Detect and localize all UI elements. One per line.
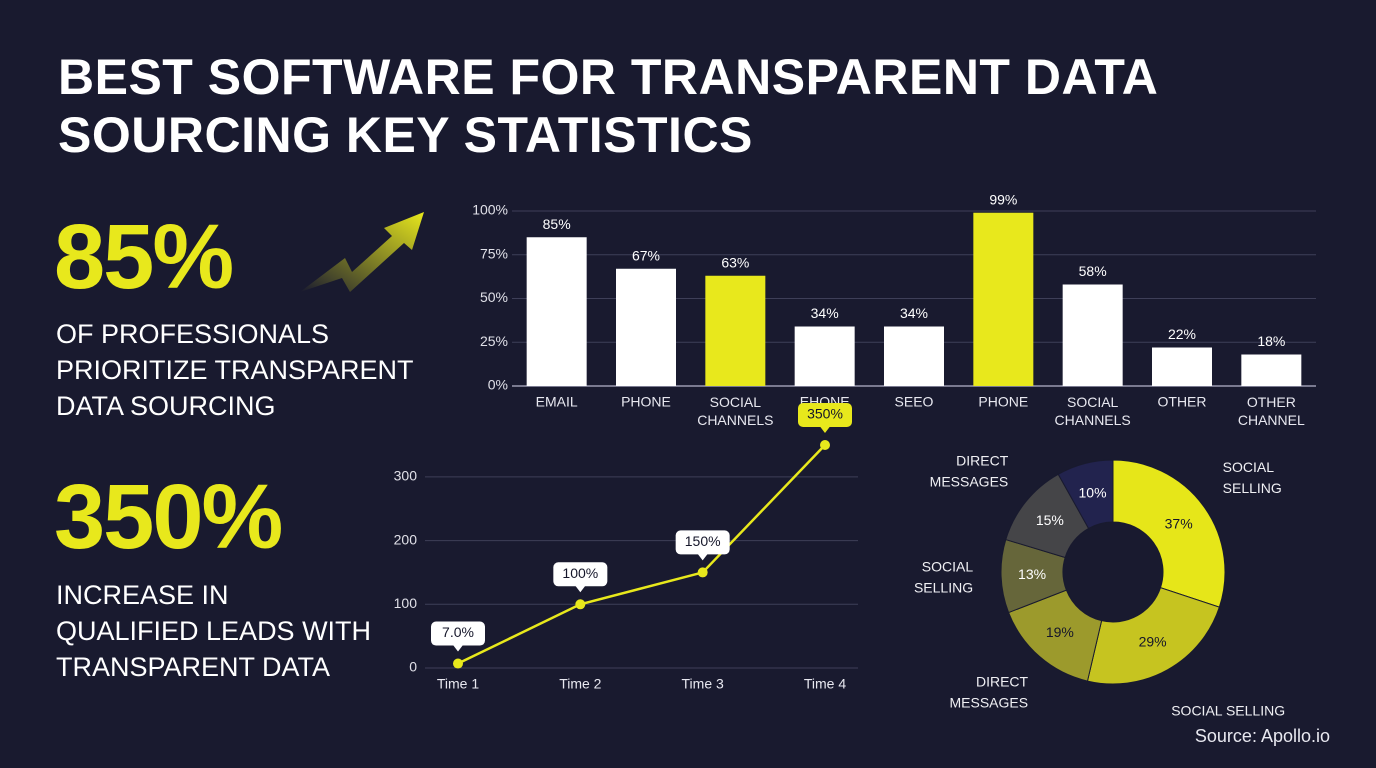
data-label: 67%: [632, 247, 660, 263]
callout-tip: [697, 553, 708, 561]
category-label: SOCIAL SELLING: [1223, 458, 1282, 495]
page-title: BEST SOFTWARE FOR TRANSPARENT DATA SOURC…: [58, 49, 1159, 163]
bar: [616, 268, 676, 386]
data-label: 13%: [1018, 566, 1046, 582]
data-label: 34%: [900, 305, 928, 321]
callout-box: [798, 403, 852, 427]
x-tick-label: EMAIL: [536, 394, 578, 410]
data-label: 85%: [543, 216, 571, 232]
line-point: [820, 440, 830, 450]
donut-segment: [1112, 459, 1226, 608]
callout: 100%: [553, 562, 608, 593]
data-label: 18%: [1257, 333, 1285, 349]
donut-segment: [1057, 459, 1114, 530]
callout-box: [675, 530, 730, 555]
y-tick-label: 75%: [480, 245, 508, 261]
data-label: 99%: [989, 191, 1017, 207]
x-tick-label: Time 1: [437, 676, 479, 692]
callout: 350%: [798, 403, 852, 433]
y-tick-label: 100: [394, 595, 418, 611]
data-label: 150%: [685, 533, 721, 549]
bar: [973, 212, 1034, 386]
callout-tip: [453, 645, 463, 652]
category-label: DIRECT MESSAGES: [949, 673, 1028, 710]
bar: [526, 237, 587, 386]
data-label: 15%: [1036, 512, 1064, 528]
data-label: 350%: [807, 406, 843, 422]
y-tick-label: 300: [394, 468, 418, 484]
x-tick-label: Time 2: [559, 676, 601, 692]
x-tick-label: PHONE: [978, 394, 1028, 410]
data-label: 63%: [721, 254, 749, 270]
stat-value: 350%: [54, 466, 283, 568]
stat-text: OF PROFESSIONALS PRIORITIZE TRANSPARENT …: [56, 319, 414, 421]
data-label: 22%: [1168, 326, 1196, 342]
data-label: 7.0%: [442, 624, 474, 640]
callout-tip: [575, 585, 586, 593]
callout-box: [431, 621, 485, 646]
x-tick-label: PHONE: [621, 394, 671, 410]
bar: [794, 326, 855, 386]
callout-tip: [820, 426, 830, 433]
bar: [1062, 284, 1123, 386]
data-label: 100%: [562, 565, 598, 581]
data-label: 34%: [811, 305, 839, 321]
x-tick-label: SEEO: [895, 394, 934, 410]
callout: 7.0%: [431, 621, 485, 652]
stat-text: INCREASE IN QUALIFIED LEADS WITH TRANSPA…: [56, 580, 372, 682]
category-label: SOCIAL SELLING: [914, 558, 973, 595]
callout-box: [553, 562, 608, 587]
line-series: [457, 444, 826, 665]
trend-arrow: [300, 212, 424, 292]
data-label: 37%: [1165, 515, 1193, 531]
line-point: [697, 567, 708, 578]
y-tick-label: 200: [394, 531, 418, 547]
callout: 150%: [675, 530, 730, 561]
x-tick-label: SOCIAL CHANNELS: [1055, 394, 1131, 428]
y-tick-label: 0%: [488, 377, 508, 393]
line-point: [453, 658, 463, 669]
category-label: DIRECT MESSAGES: [930, 452, 1009, 489]
data-label: 29%: [1139, 633, 1167, 649]
donut-segment: [1086, 587, 1220, 685]
source: Source: Apollo.io: [1194, 726, 1330, 746]
data-label: 58%: [1079, 263, 1107, 279]
line-point: [575, 599, 586, 610]
bar: [705, 275, 766, 386]
x-tick-label: Time 4: [804, 676, 846, 692]
y-tick-label: 0: [409, 659, 417, 675]
data-label: 19%: [1046, 624, 1074, 640]
y-tick-label: 50%: [480, 289, 508, 305]
x-tick-label: SOCIAL CHANNELS: [697, 394, 773, 428]
bar: [1152, 347, 1212, 386]
data-label: 10%: [1079, 484, 1107, 500]
y-tick-label: 100%: [472, 202, 508, 218]
stat-value: 85%: [54, 206, 234, 308]
x-tick-label: OTHER: [1158, 394, 1207, 410]
x-tick-label: OTHER CHANNEL: [1238, 394, 1305, 428]
category-label: SOCIAL SELLING: [1171, 702, 1285, 718]
bar: [884, 326, 944, 386]
bar: [1241, 354, 1302, 386]
x-tick-label: Time 3: [682, 676, 724, 692]
y-tick-label: 25%: [480, 333, 508, 349]
